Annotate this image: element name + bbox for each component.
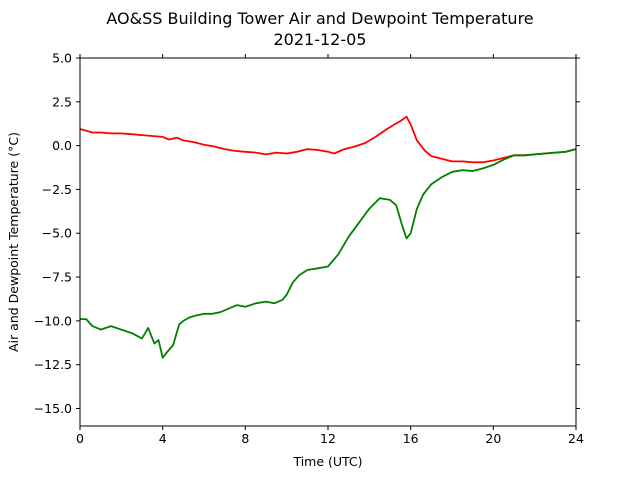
plot-frame [79,57,577,427]
x-tick-label: 24 [568,431,584,446]
series-line-1 [80,148,577,359]
series-layer [79,115,577,359]
y-tick-label: 5.0 [52,51,72,66]
series-line-0 [79,115,577,164]
x-tick-label: 16 [403,431,419,446]
x-tick-label: 4 [159,431,167,446]
x-tick-label: 0 [76,431,84,446]
y-tick-label: −12.5 [34,357,72,372]
x-tick-label: 8 [241,431,249,446]
y-axis: 5.0 2.5 0.0 −2.5 −5.0 −7.5 −10.0 −12.5 −15.0 [34,51,580,416]
chart-subtitle: 2021-12-05 [274,30,367,49]
x-axis-label: Time (UTC) [292,454,362,469]
x-axis: 0 4 8 12 16 20 24 [76,54,584,446]
y-tick-label: −15.0 [34,401,72,416]
x-tick-label: 20 [485,431,501,446]
y-tick-label: 2.5 [52,94,72,109]
y-tick-label: −2.5 [42,182,72,197]
y-tick-label: −7.5 [42,270,72,285]
y-tick-label: −5.0 [42,226,72,241]
y-tick-label: 0.0 [52,138,72,153]
x-tick-label: 12 [320,431,336,446]
y-tick-label: −10.0 [34,313,72,328]
y-axis-label: Air and Dewpoint Temperature (°C) [6,132,21,352]
chart-title: AO&SS Building Tower Air and Dewpoint Te… [106,9,533,28]
